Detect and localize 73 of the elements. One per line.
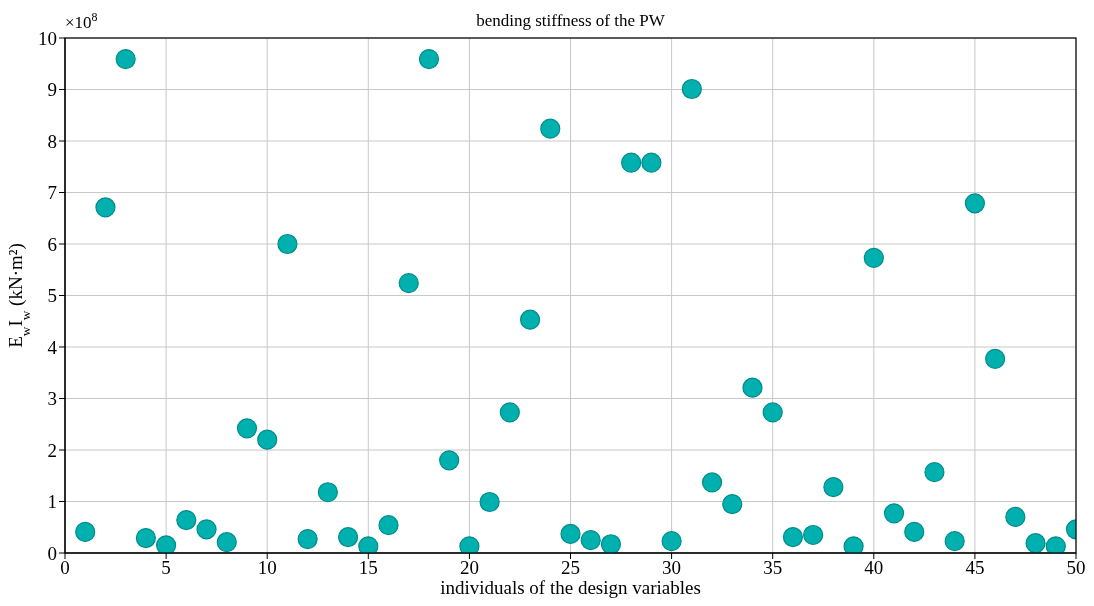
point xyxy=(1025,533,1046,553)
point xyxy=(782,526,804,548)
point xyxy=(196,519,217,540)
y-tick-label: 7 xyxy=(47,182,57,204)
point xyxy=(985,348,1006,369)
y-tick-label: 9 xyxy=(47,79,57,101)
point xyxy=(1005,506,1026,528)
point xyxy=(519,309,541,330)
x-tick-label: 20 xyxy=(459,557,479,579)
point xyxy=(115,49,136,70)
y-tick-label: 0 xyxy=(47,542,57,564)
x-axis-title: individuals of the design variables xyxy=(440,577,701,598)
point xyxy=(135,527,156,549)
point xyxy=(216,532,237,553)
y-tick-label: 8 xyxy=(47,130,57,152)
x-tick-label: 40 xyxy=(864,557,884,579)
point xyxy=(883,503,905,524)
point xyxy=(641,152,662,173)
x-tick-label: 25 xyxy=(561,557,580,579)
x-tick-label: 15 xyxy=(358,557,378,579)
point xyxy=(580,530,601,551)
y-tick-label: 6 xyxy=(47,233,57,255)
point xyxy=(95,197,116,218)
point xyxy=(479,491,500,513)
y-tick-label: 5 xyxy=(47,285,57,307)
point xyxy=(236,418,258,439)
point xyxy=(398,273,419,294)
point xyxy=(863,247,884,268)
y-tick-label: 4 xyxy=(47,336,58,358)
x-tick-label: 35 xyxy=(763,557,783,579)
point xyxy=(560,523,581,545)
point xyxy=(722,493,743,515)
point xyxy=(156,535,177,553)
point xyxy=(540,118,561,139)
point xyxy=(701,472,723,493)
point xyxy=(843,536,864,553)
point xyxy=(924,462,945,483)
x-tick-label: 30 xyxy=(662,557,682,579)
point xyxy=(600,534,622,553)
point xyxy=(904,521,925,542)
point xyxy=(803,524,824,546)
y-tick-label: 10 xyxy=(38,27,57,49)
point xyxy=(823,476,844,498)
chart-title: bending stiffness of the PW xyxy=(476,11,666,30)
point xyxy=(257,429,278,450)
point xyxy=(75,521,96,542)
point xyxy=(317,482,338,503)
x-tick-label: 5 xyxy=(161,557,171,579)
point xyxy=(661,531,682,552)
y-tick-label: 1 xyxy=(47,491,57,513)
point xyxy=(1045,536,1066,553)
point xyxy=(297,529,318,550)
y-tick-label: 2 xyxy=(47,439,57,461)
x-tick-label: 45 xyxy=(965,557,985,579)
point xyxy=(944,531,965,552)
point xyxy=(964,193,985,214)
point xyxy=(358,536,379,553)
point xyxy=(337,526,359,548)
text: ×10$^{8}$ xyxy=(65,10,98,32)
x-tick-label: 50 xyxy=(1066,557,1086,579)
point xyxy=(742,377,763,398)
point xyxy=(418,49,440,70)
point xyxy=(762,402,783,423)
point xyxy=(176,509,197,531)
x-tick-label: 10 xyxy=(257,557,277,579)
point xyxy=(378,515,399,536)
point xyxy=(499,402,520,423)
point xyxy=(277,233,298,255)
y-tick-label: 3 xyxy=(47,388,57,410)
point xyxy=(439,450,460,471)
point xyxy=(681,78,702,100)
point xyxy=(459,536,480,553)
point xyxy=(621,152,642,173)
